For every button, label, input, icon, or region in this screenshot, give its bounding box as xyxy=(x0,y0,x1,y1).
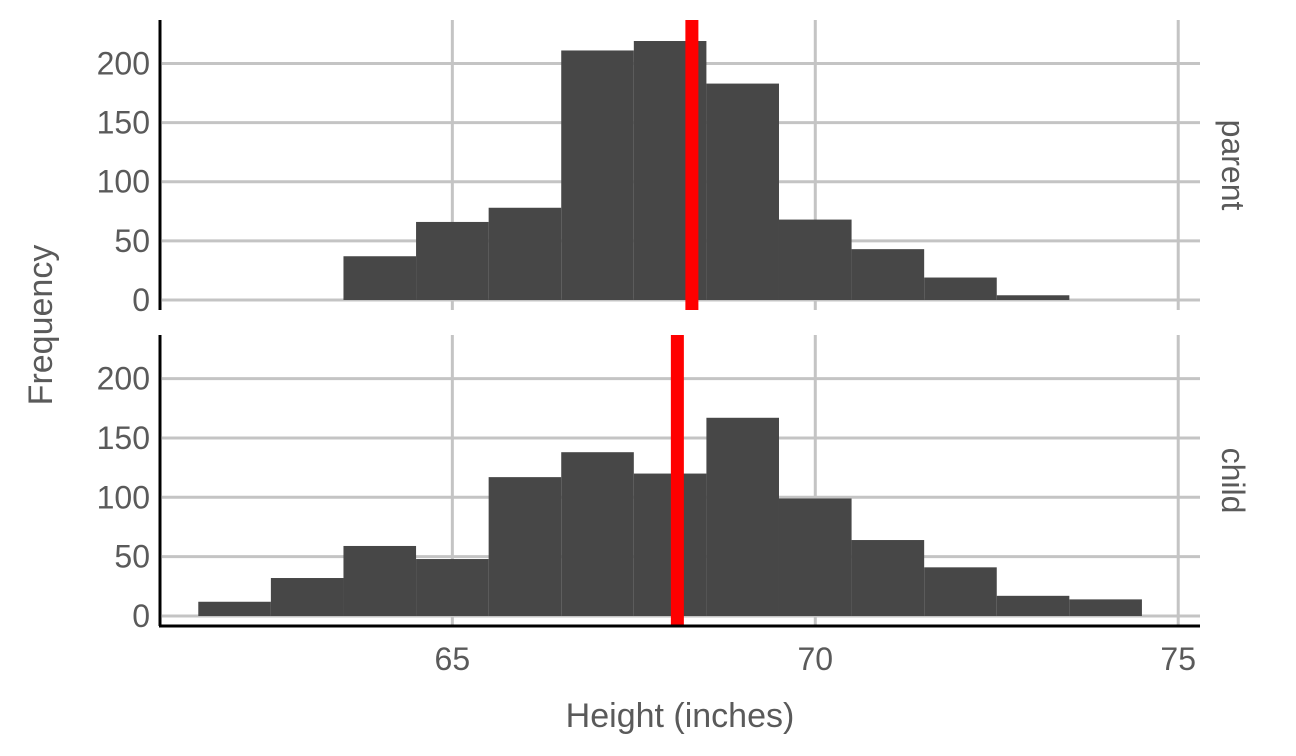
histogram-bar xyxy=(416,221,489,300)
histogram-bar xyxy=(924,277,997,300)
y-axis-title: Frequency xyxy=(22,245,60,406)
y-tick-label: 50 xyxy=(114,223,150,259)
facet-panel-child: 0 50 100 150 200 child xyxy=(97,335,1251,634)
histogram-bar xyxy=(778,219,852,300)
histogram-bar xyxy=(488,477,562,616)
y-tick-label: 0 xyxy=(132,282,150,318)
histogram-bar xyxy=(996,595,1070,616)
x-axis-title: Height (inches) xyxy=(566,697,795,735)
y-tick-label: 200 xyxy=(97,361,150,397)
y-tick-label: 200 xyxy=(97,45,150,81)
facet-panel-parent: 0 50 100 150 200 parent xyxy=(97,20,1251,318)
x-tick-label: 75 xyxy=(1160,641,1196,677)
histogram-bar xyxy=(561,50,634,300)
axes-layer: 65 70 75 xyxy=(158,20,1200,677)
y-tick-label: 150 xyxy=(97,420,150,456)
histogram-bar xyxy=(924,567,997,616)
histogram-bar xyxy=(851,249,925,300)
histogram-bar xyxy=(851,540,925,616)
histogram-bar xyxy=(488,207,562,300)
histogram-bar xyxy=(778,498,852,616)
histogram-bar xyxy=(706,417,779,616)
y-tick-label: 100 xyxy=(97,164,150,200)
y-tick-label: 100 xyxy=(97,479,150,515)
facet-strip-label: parent xyxy=(1215,120,1251,211)
histogram-bar xyxy=(561,452,634,616)
histogram-bar xyxy=(1069,599,1142,616)
facets-layer: 0 50 100 150 200 parent 0 50 100 150 200 child xyxy=(97,20,1251,634)
histogram-bar xyxy=(416,559,489,616)
histogram-bar xyxy=(343,256,417,300)
facet-strip-label: child xyxy=(1215,448,1251,514)
x-tick-label: 70 xyxy=(797,641,833,677)
y-tick-label: 0 xyxy=(132,598,150,634)
histogram-bar xyxy=(270,578,344,616)
y-tick-label: 50 xyxy=(114,539,150,575)
x-tick-label: 65 xyxy=(435,641,471,677)
y-tick-label: 150 xyxy=(97,105,150,141)
histogram-bar xyxy=(633,473,707,616)
histogram-bar xyxy=(198,601,271,616)
histogram-bar xyxy=(343,545,417,616)
histogram-bar xyxy=(996,295,1070,300)
histogram-bar xyxy=(706,83,779,300)
